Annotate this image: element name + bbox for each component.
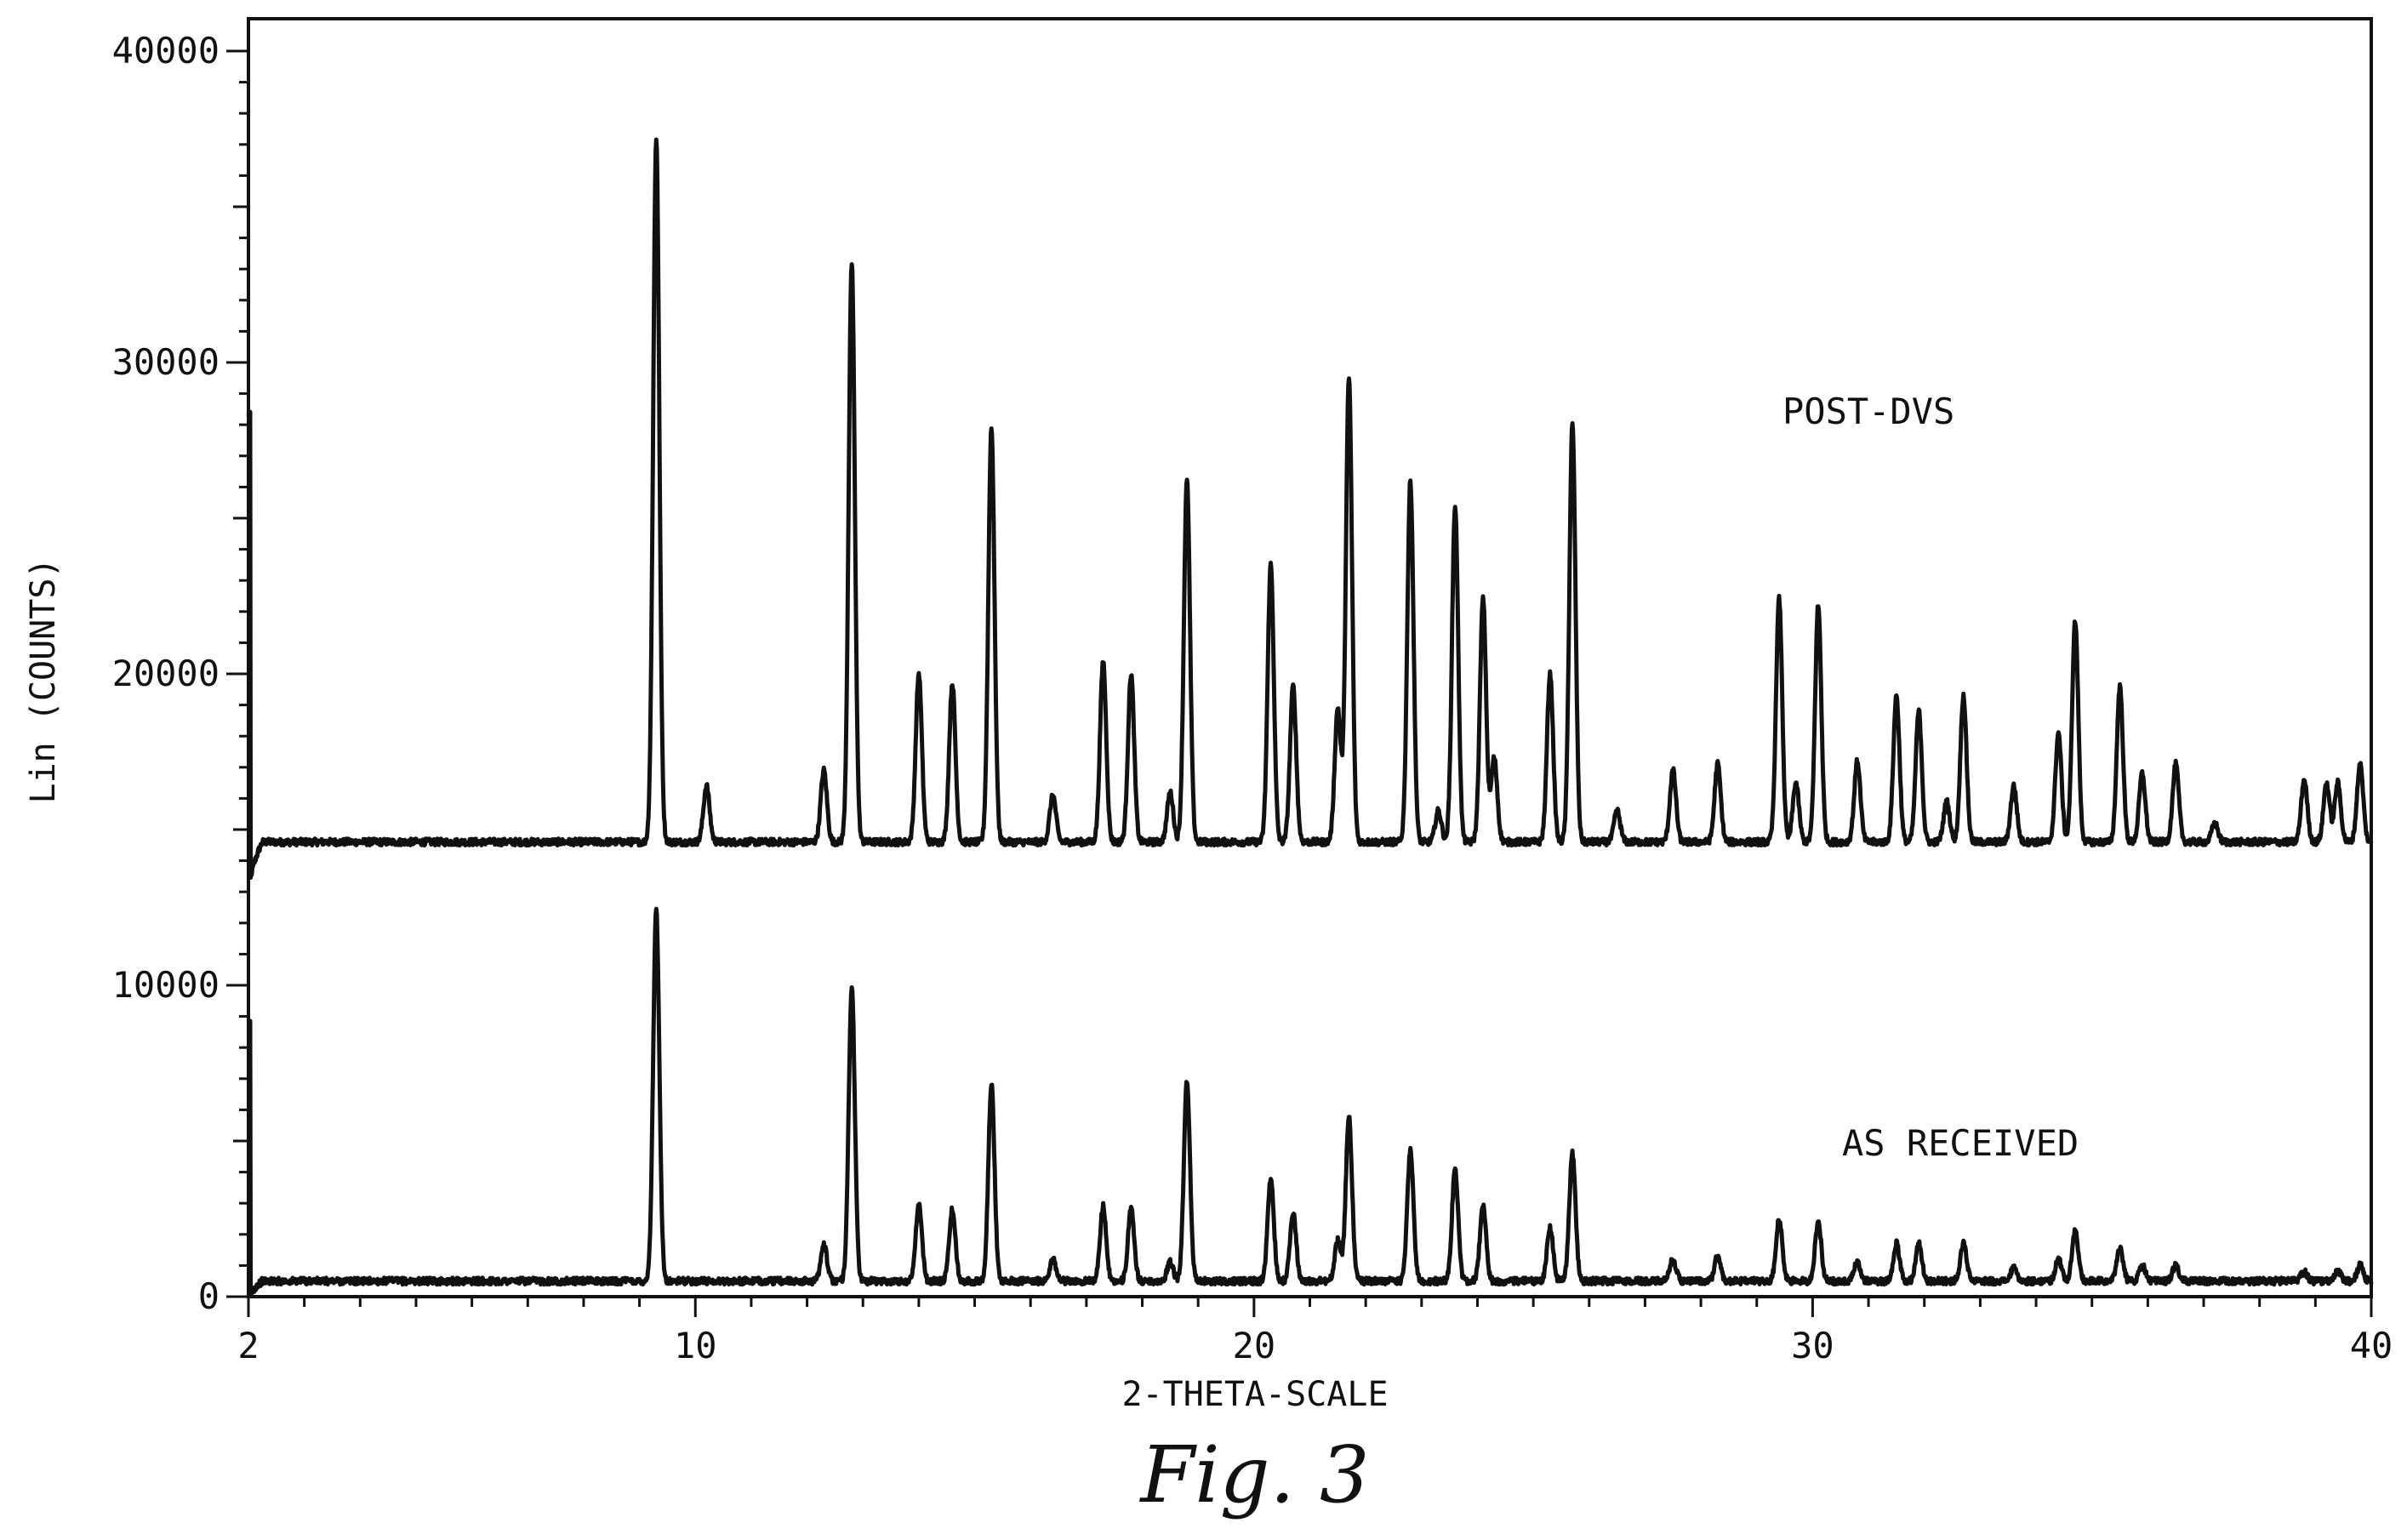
y-tick-label: 40000	[112, 30, 220, 71]
x-tick-label: 20	[1233, 1325, 1276, 1366]
y-tick-label: 0	[198, 1275, 220, 1317]
y-tick-label: 10000	[112, 964, 220, 1006]
series-label-post-dvs: POST-DVS	[1782, 391, 1954, 432]
x-axis-ticks: 2 10 20 30 40	[237, 1297, 2393, 1366]
x-tick-label: 40	[2350, 1325, 2393, 1366]
y-axis-title: Lin (COUNTS)	[24, 558, 63, 804]
series-layer	[246, 137, 2374, 1298]
y-tick-label: 20000	[112, 653, 220, 694]
y-tick-label: 30000	[112, 341, 220, 383]
x-tick-label: 2	[237, 1325, 259, 1366]
figure-caption: Fig. 3	[1138, 1429, 1369, 1520]
series-line-post-dvs	[246, 137, 2374, 880]
x-tick-label: 30	[1791, 1325, 1834, 1366]
x-tick-label: 10	[674, 1325, 717, 1366]
y-axis-ticks: 0 10000 20000 30000 40000	[112, 30, 248, 1317]
series-line-as-received	[246, 906, 2374, 1298]
x-axis-title: 2-THETA-SCALE	[1121, 1375, 1388, 1414]
series-label-as-received: AS RECEIVED	[1842, 1122, 2079, 1164]
